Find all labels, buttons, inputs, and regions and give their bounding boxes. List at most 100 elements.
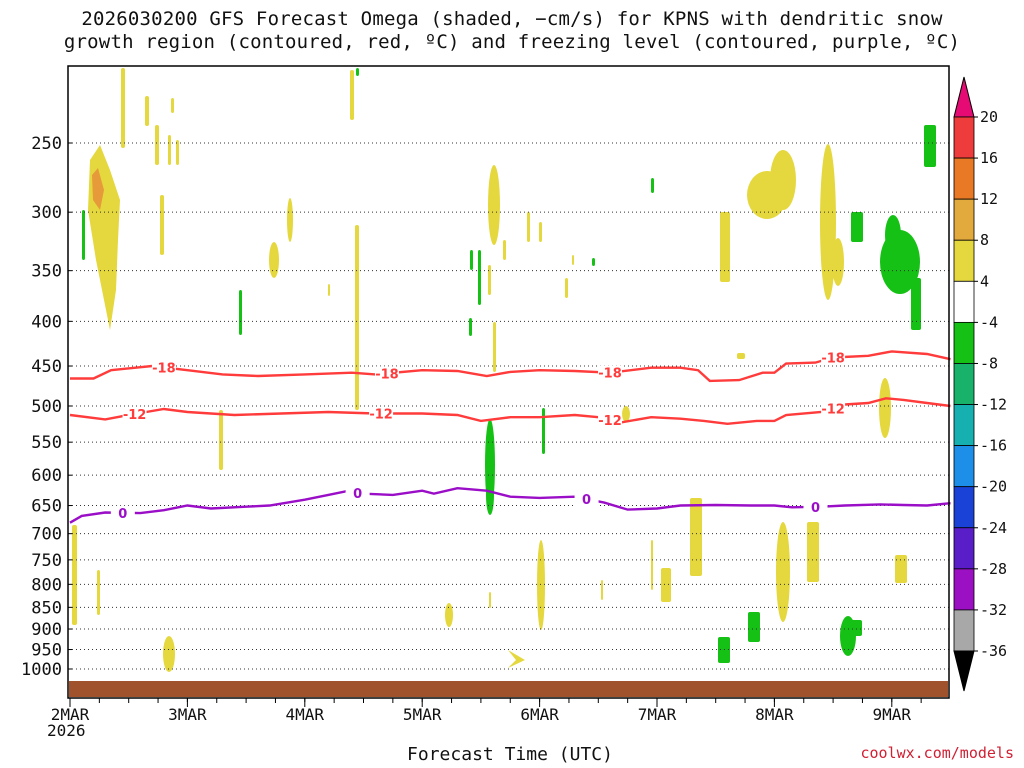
omega-cell xyxy=(239,290,242,335)
colorbar-label: -24 xyxy=(980,519,1007,537)
omega-cell xyxy=(469,318,472,336)
plot-area xyxy=(68,66,949,698)
omega-cell xyxy=(488,265,491,295)
contour-label-bg xyxy=(151,360,176,375)
colorbar-swatch xyxy=(953,650,975,692)
omega-cell xyxy=(924,125,936,167)
omega-cell xyxy=(895,555,907,583)
y-tick-label: 300 xyxy=(31,203,62,223)
omega-cell xyxy=(851,212,863,242)
contour-label: -18 xyxy=(821,351,845,366)
contour-label: -12 xyxy=(123,408,147,423)
y-tick-label: 700 xyxy=(31,525,62,545)
contour-line-m18 xyxy=(70,350,951,383)
colorbar-swatch xyxy=(953,486,975,529)
omega-cell xyxy=(537,540,545,630)
omega-cell xyxy=(572,255,574,265)
colorbar-label: -36 xyxy=(980,642,1007,660)
contour-label-bg xyxy=(374,366,399,381)
x-tick-label: 7MAR xyxy=(638,705,677,724)
colorbar-label: -4 xyxy=(980,313,998,331)
chart-title-line-1: 2026030200 GFS Forecast Omega (shaded, −… xyxy=(81,8,943,30)
omega-cell xyxy=(885,215,901,255)
contour-label-bg xyxy=(369,406,394,421)
omega-cell xyxy=(489,592,491,608)
omega-cell xyxy=(848,620,862,636)
colorbar-label: -28 xyxy=(980,560,1007,578)
x-tick-label: 3MAR xyxy=(168,705,207,724)
colorbar-swatch xyxy=(953,239,975,282)
colorbar-swatch xyxy=(953,76,975,118)
omega-cell xyxy=(488,165,500,245)
ground-surface xyxy=(69,681,948,697)
omega-cell xyxy=(355,225,359,410)
colorbar-swatch xyxy=(953,157,975,200)
x-tick-label: 6MAR xyxy=(520,705,559,724)
grid-lines xyxy=(68,142,949,670)
omega-cell xyxy=(737,353,745,359)
omega-cell xyxy=(168,135,171,165)
omega-cell xyxy=(356,68,359,76)
y-axis: 2503003504004505005506006507007508008509… xyxy=(21,134,72,680)
colorbar-label: -12 xyxy=(980,396,1007,414)
y-tick-label: 550 xyxy=(31,433,62,453)
y-tick-label: 350 xyxy=(31,262,62,282)
chart-title-line-2: growth region (contoured, red, ºC) and f… xyxy=(63,31,961,53)
contour-label: -18 xyxy=(598,367,622,382)
colorbar-label: -32 xyxy=(980,601,1007,619)
omega-cell xyxy=(820,144,836,300)
omega-cell xyxy=(478,250,481,305)
y-tick-label: 950 xyxy=(31,641,62,661)
omega-cell xyxy=(470,250,473,270)
colorbar-swatch xyxy=(953,527,975,570)
omega-cell xyxy=(445,603,453,627)
colorbar-label: 4 xyxy=(980,272,989,290)
contour-label: 0 xyxy=(353,487,362,502)
omega-cell xyxy=(92,168,104,210)
x-tick-label: 9MAR xyxy=(873,705,912,724)
colorbar-swatch xyxy=(953,568,975,611)
omega-cell xyxy=(565,278,568,298)
x-axis: 2MAR 3MAR 4MAR 5MAR 6MAR 7MAR 8MAR 9MAR xyxy=(51,698,922,724)
colorbar-label: -20 xyxy=(980,478,1007,496)
x-tick-label: 8MAR xyxy=(755,705,794,724)
contour-label: 0 xyxy=(811,501,820,516)
colorbar-label: 16 xyxy=(980,149,998,167)
y-tick-label: 850 xyxy=(31,598,62,618)
omega-cell xyxy=(155,125,159,165)
omega-cell xyxy=(176,140,179,165)
omega-cell xyxy=(770,150,796,210)
contour-label-bg xyxy=(803,499,828,514)
y-tick-label: 750 xyxy=(31,551,62,571)
chart-title: 2026030200 GFS Forecast Omega (shaded, −… xyxy=(0,8,1024,54)
colorbar-swatch xyxy=(953,321,975,364)
contour-label: 0 xyxy=(582,493,591,508)
colorbar-swatch xyxy=(953,404,975,447)
y-tick-label: 500 xyxy=(31,397,62,417)
credit-link[interactable]: coolwx.com/models xyxy=(860,744,1014,762)
omega-cell xyxy=(219,410,223,470)
contour-label-bg xyxy=(821,401,846,416)
omega-cell xyxy=(807,522,819,582)
omega-cell xyxy=(160,195,164,255)
omega-cell xyxy=(503,240,506,260)
omega-cell xyxy=(328,284,330,296)
omega-cell xyxy=(269,242,279,278)
omega-cell xyxy=(508,650,525,668)
omega-cell xyxy=(171,98,174,113)
omega-cell xyxy=(748,612,760,642)
colorbar-label: -8 xyxy=(980,354,998,372)
contour-label: -18 xyxy=(375,367,399,382)
colorbar-swatch xyxy=(953,116,975,159)
omega-cell xyxy=(911,278,921,330)
omega-cell xyxy=(651,540,653,590)
contour-label: -18 xyxy=(152,361,176,376)
y-tick-label: 600 xyxy=(31,466,62,486)
x-tick-label: 4MAR xyxy=(286,705,325,724)
contour-label-bg xyxy=(598,412,623,427)
omega-cell xyxy=(622,406,630,422)
plot-frame xyxy=(67,65,950,699)
contour-label-bg xyxy=(345,485,370,500)
contour-line-0 xyxy=(69,486,951,524)
